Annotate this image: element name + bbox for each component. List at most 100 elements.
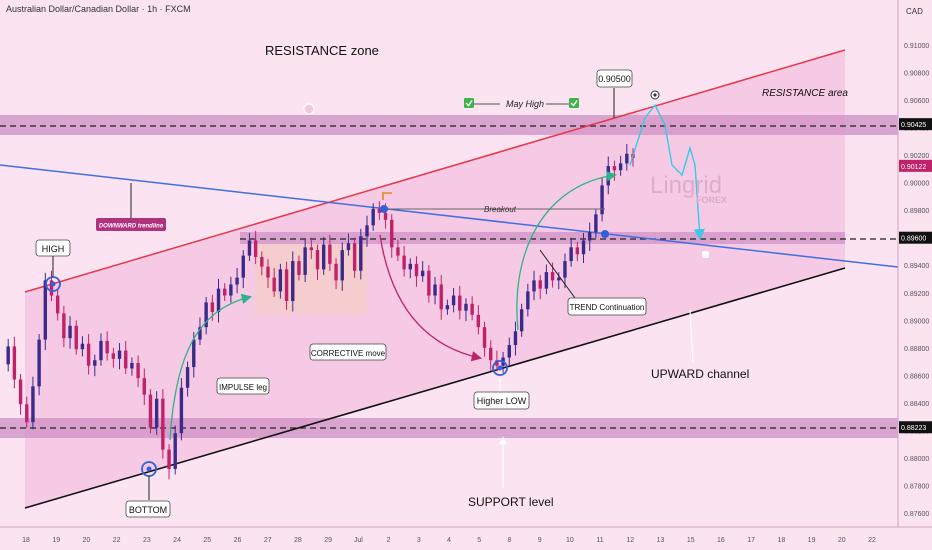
may-high-label: May High xyxy=(506,99,544,109)
candle-body xyxy=(266,266,270,278)
x-tick-label: Jul xyxy=(354,537,363,544)
candle-body xyxy=(62,313,66,339)
candle-body xyxy=(204,302,208,328)
x-tick-label: 23 xyxy=(143,537,151,544)
candle-body xyxy=(291,261,295,302)
downward-trendline-label: DOWNWARD trendline xyxy=(99,224,164,230)
y-tick-label: 0.89200 xyxy=(904,291,929,298)
candle-body xyxy=(371,208,375,226)
breakout-point-marker[interactable] xyxy=(380,205,388,213)
candle-body xyxy=(420,270,425,277)
x-tick-label: 22 xyxy=(113,537,121,544)
candle-body xyxy=(612,166,617,171)
y-tick-label: 0.90000 xyxy=(904,181,929,188)
price-axis-panel[interactable] xyxy=(898,0,932,550)
y-tick-label: 0.88000 xyxy=(904,456,929,463)
candle-body xyxy=(526,291,530,310)
x-tick-label: 19 xyxy=(808,537,816,544)
candle-body xyxy=(229,284,233,296)
candle-body xyxy=(192,339,196,368)
candle-body xyxy=(587,232,592,241)
downward-trendline[interactable] xyxy=(0,164,899,268)
candle-body xyxy=(563,261,567,278)
corrective-move-box xyxy=(309,343,387,361)
candle-body xyxy=(148,394,153,428)
candle-body xyxy=(179,387,184,434)
impulse-leg-label: IMPULSE leg xyxy=(219,383,267,392)
candle-body xyxy=(272,277,276,292)
time-axis-panel[interactable] xyxy=(0,527,898,550)
candle-body xyxy=(600,185,604,215)
candle-body xyxy=(241,255,245,278)
candle-body xyxy=(284,269,289,302)
support-trendline[interactable] xyxy=(24,267,846,509)
x-tick-label: 26 xyxy=(234,537,242,544)
candle-body xyxy=(544,272,549,289)
candle-body xyxy=(625,153,629,164)
corrective-move-arrow xyxy=(379,234,483,362)
retest-point-marker[interactable] xyxy=(601,230,609,238)
candle-body xyxy=(37,339,41,387)
candle-body xyxy=(86,343,91,366)
bottom-box xyxy=(125,500,171,518)
candle-body xyxy=(297,261,301,275)
candle-body xyxy=(185,367,190,388)
candle-body xyxy=(6,346,10,365)
check-mark-left xyxy=(465,100,473,107)
candle-body xyxy=(161,398,165,450)
y-tick-label: 0.88800 xyxy=(904,346,929,353)
candle-body xyxy=(470,303,474,315)
x-tick-label: 18 xyxy=(22,537,30,544)
y-tick-label: 0.87800 xyxy=(904,483,929,490)
candle-body xyxy=(495,360,499,366)
price-tag-label: 0.89600 xyxy=(901,236,926,243)
candle-body xyxy=(25,404,29,423)
resistance-trendline[interactable] xyxy=(24,49,846,293)
higher-low-marker-dot xyxy=(497,365,503,371)
candle-body xyxy=(402,255,406,270)
candle-body xyxy=(315,250,320,270)
price-tag-label: 0.90122 xyxy=(901,164,926,171)
candle-body xyxy=(43,280,48,340)
candle-body xyxy=(519,309,524,332)
y-tick-label: 0.90800 xyxy=(904,71,929,78)
check-icon-right xyxy=(569,98,579,108)
x-tick-label: 2 xyxy=(387,537,391,544)
peak-price-label: 0.90500 xyxy=(598,74,631,84)
candle-body xyxy=(346,243,351,251)
x-tick-label: 3 xyxy=(417,537,421,544)
trend-continuation-box xyxy=(567,297,647,316)
x-tick-label: 20 xyxy=(83,537,91,544)
candle-body xyxy=(569,247,573,262)
x-tick-label: 20 xyxy=(838,537,846,544)
candle-body xyxy=(334,263,338,281)
x-tick-label: 10 xyxy=(566,537,574,544)
y-tick-label: 0.90200 xyxy=(904,153,929,160)
candle-body xyxy=(31,386,35,423)
trend-continuation-connector xyxy=(539,249,576,299)
y-tick-label: 0.89400 xyxy=(904,263,929,270)
check-mark-right xyxy=(570,100,578,107)
candle-body xyxy=(142,378,146,395)
candle-body xyxy=(489,347,493,361)
candle-body xyxy=(136,362,140,379)
price-tag-box xyxy=(899,421,932,434)
candle-body xyxy=(377,208,382,213)
x-tick-label: 9 xyxy=(538,537,542,544)
alert-bell-icon[interactable] xyxy=(702,251,709,258)
x-tick-label: 27 xyxy=(264,537,272,544)
time-axis-ticks: 18 19 20 22 23 24 25 26 27 28 29 Jul 2 3 4 5 8 9 10 11 12 13 1… xyxy=(22,537,876,544)
y-tick-label: 0.89000 xyxy=(904,318,929,325)
breakout-zone-band xyxy=(240,232,845,244)
candle-body xyxy=(532,280,536,292)
peak-price-box xyxy=(596,69,633,88)
candle-body xyxy=(458,295,462,311)
higher-low-marker[interactable] xyxy=(492,360,508,376)
info-icon[interactable] xyxy=(303,103,315,115)
candle-body xyxy=(303,247,307,275)
eye-pupil-icon xyxy=(653,93,657,97)
candle-body xyxy=(111,353,116,359)
candle-body xyxy=(414,263,419,277)
x-tick-label: 17 xyxy=(747,537,755,544)
